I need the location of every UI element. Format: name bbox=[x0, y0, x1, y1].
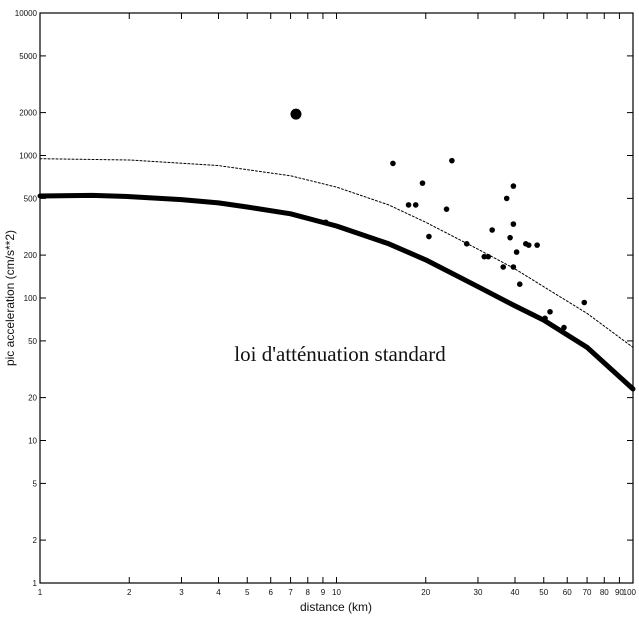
plot-frame bbox=[39, 12, 634, 584]
data-point bbox=[489, 227, 495, 233]
data-point bbox=[510, 221, 517, 227]
x-tick-label: 70 bbox=[583, 588, 592, 597]
x-tick-label: 8 bbox=[306, 588, 311, 597]
y-tick-label: 20 bbox=[28, 394, 37, 403]
x-tick-label: 50 bbox=[539, 588, 548, 597]
y-tick-label: 10000 bbox=[15, 9, 38, 18]
y-axis-ticks: 1 2 5 10 20 50 100 200 500 1000 2000 5000 10000 bbox=[15, 9, 633, 588]
data-point bbox=[412, 202, 419, 208]
y-tick-label: 10 bbox=[28, 437, 37, 446]
y-tick-label: 200 bbox=[24, 251, 38, 260]
data-point bbox=[503, 195, 510, 202]
data-point bbox=[510, 264, 517, 270]
x-tick-label: 20 bbox=[421, 588, 430, 597]
x-tick-label: 3 bbox=[179, 588, 184, 597]
data-point bbox=[507, 234, 513, 241]
data-point bbox=[485, 253, 492, 260]
data-point bbox=[516, 281, 523, 287]
y-tick-label: 1 bbox=[33, 579, 38, 588]
x-tick-label: 10 bbox=[332, 588, 341, 597]
x-tick-label: 60 bbox=[563, 588, 572, 597]
data-point bbox=[542, 315, 548, 322]
x-tick-label: 40 bbox=[511, 588, 520, 597]
x-tick-label: 9 bbox=[321, 588, 326, 597]
y-axis-label: pic acceleration (cm/s**2) bbox=[3, 230, 17, 366]
attenuation-curve bbox=[37, 192, 636, 392]
data-point bbox=[481, 253, 488, 260]
data-point bbox=[534, 242, 540, 248]
x-tick-label: 30 bbox=[474, 588, 483, 597]
data-point bbox=[449, 157, 455, 164]
x-tick-label: 5 bbox=[245, 588, 250, 597]
y-tick-label: 100 bbox=[24, 294, 38, 303]
data-point bbox=[419, 180, 426, 186]
y-tick-label: 5000 bbox=[19, 52, 37, 61]
data-point bbox=[581, 299, 588, 306]
dotted-curve bbox=[39, 158, 634, 348]
data-point bbox=[443, 206, 450, 212]
y-tick-label: 5 bbox=[33, 479, 38, 488]
y-tick-label: 500 bbox=[24, 194, 38, 203]
data-point bbox=[390, 160, 396, 167]
large-data-point bbox=[290, 108, 302, 120]
x-axis-label: distance (km) bbox=[300, 600, 372, 614]
data-point bbox=[510, 183, 517, 189]
annotation-label: loi d'atténuation standard bbox=[234, 342, 446, 366]
y-tick-label: 50 bbox=[28, 337, 37, 346]
x-tick-label: 2 bbox=[127, 588, 132, 597]
y-tick-label: 2000 bbox=[19, 109, 37, 118]
x-tick-label: 90 bbox=[615, 588, 624, 597]
data-point bbox=[525, 242, 532, 248]
data-point bbox=[513, 249, 520, 255]
y-tick-label: 2 bbox=[33, 536, 38, 545]
data-point bbox=[500, 264, 507, 270]
x-tick-label: 6 bbox=[268, 588, 273, 597]
data-point bbox=[322, 219, 329, 226]
x-tick-label: 100 bbox=[623, 588, 637, 597]
data-point bbox=[463, 241, 470, 247]
x-tick-label: 7 bbox=[288, 588, 293, 597]
y-tick-label: 1000 bbox=[19, 152, 37, 161]
data-point bbox=[561, 324, 567, 331]
x-tick-label: 4 bbox=[216, 588, 221, 597]
data-point bbox=[547, 309, 553, 315]
x-tick-label: 80 bbox=[600, 588, 609, 597]
series-layer bbox=[37, 108, 636, 392]
data-point bbox=[426, 233, 432, 240]
data-point bbox=[405, 202, 412, 208]
x-tick-label: 1 bbox=[38, 588, 43, 597]
